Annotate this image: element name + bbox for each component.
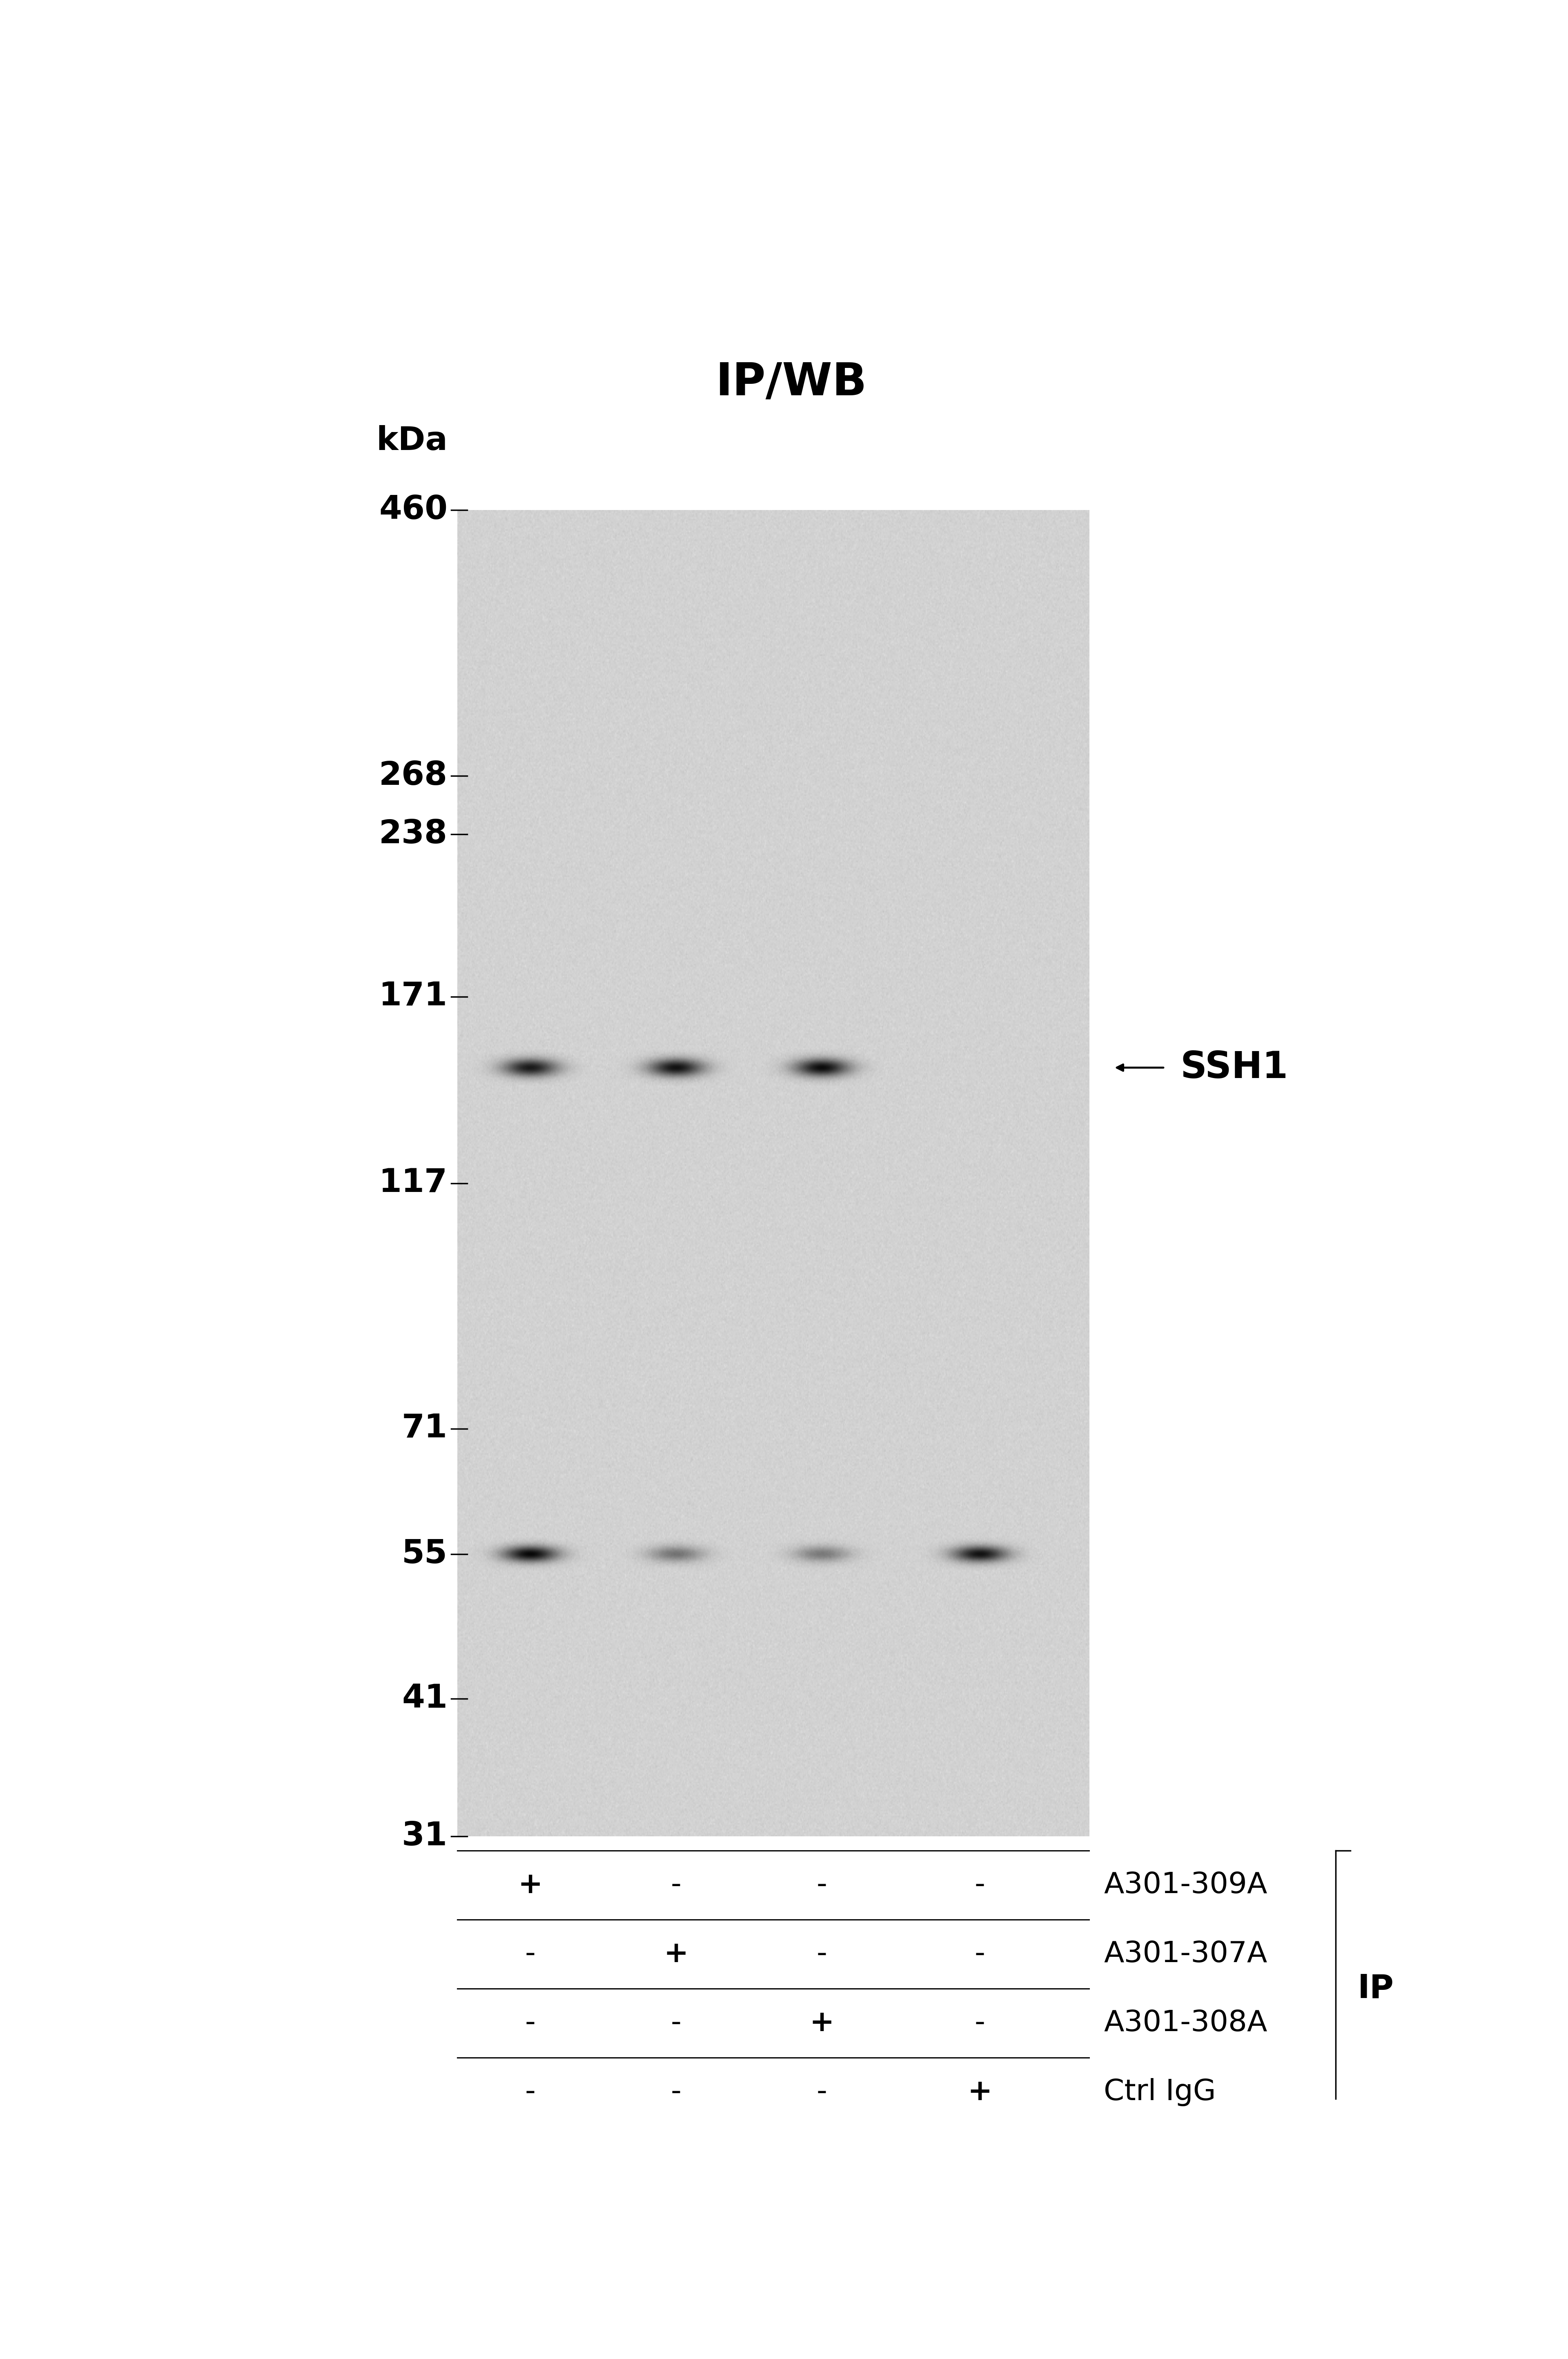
Text: +: + <box>517 1871 543 1899</box>
Text: 460: 460 <box>379 493 447 526</box>
Text: -: - <box>671 1871 682 1899</box>
Text: -: - <box>671 2010 682 2038</box>
Text: 117: 117 <box>379 1168 447 1198</box>
Text: 31: 31 <box>401 1821 447 1852</box>
Text: -: - <box>974 2010 985 2038</box>
Text: 71: 71 <box>401 1413 447 1444</box>
Text: IP: IP <box>1358 1972 1394 2005</box>
Text: -: - <box>525 2010 536 2038</box>
Text: 55: 55 <box>401 1538 447 1571</box>
Text: -: - <box>525 1939 536 1967</box>
Text: 268: 268 <box>379 760 447 793</box>
Text: A301-309A: A301-309A <box>1104 1871 1267 1899</box>
Text: +: + <box>967 2078 993 2107</box>
Text: A301-308A: A301-308A <box>1104 2010 1267 2038</box>
Text: -: - <box>817 1871 828 1899</box>
Text: -: - <box>817 1939 828 1967</box>
Text: +: + <box>809 2010 834 2038</box>
Text: -: - <box>671 2078 682 2107</box>
Text: -: - <box>974 1871 985 1899</box>
Text: -: - <box>817 2078 828 2107</box>
Text: A301-307A: A301-307A <box>1104 1939 1267 1967</box>
Text: 238: 238 <box>379 819 447 849</box>
Text: kDa: kDa <box>376 425 447 458</box>
Text: +: + <box>663 1939 688 1967</box>
Text: SSH1: SSH1 <box>1181 1050 1289 1085</box>
Text: -: - <box>525 2078 536 2107</box>
Text: Ctrl IgG: Ctrl IgG <box>1104 2078 1215 2107</box>
Text: 41: 41 <box>401 1682 447 1715</box>
Text: 171: 171 <box>379 981 447 1012</box>
Text: IP/WB: IP/WB <box>715 361 867 406</box>
Text: -: - <box>974 1939 985 1967</box>
